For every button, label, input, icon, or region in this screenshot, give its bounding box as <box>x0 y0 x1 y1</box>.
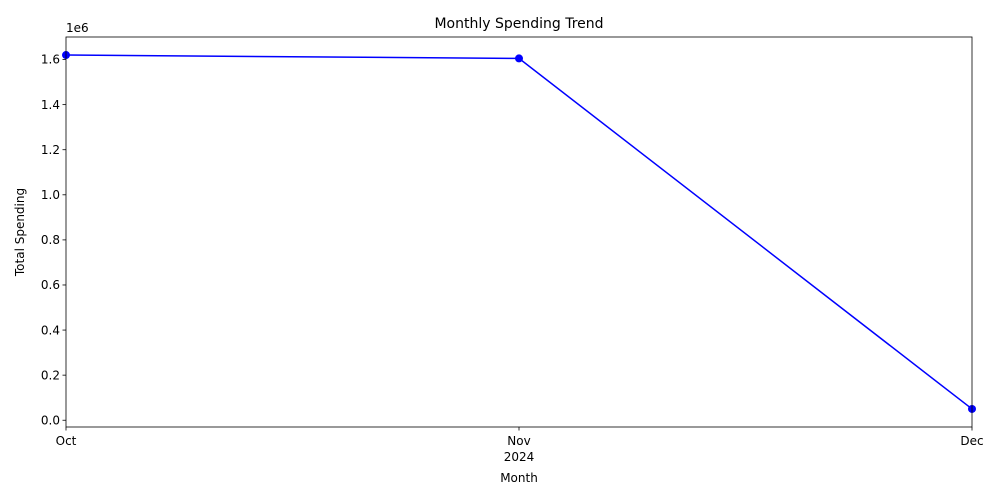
y-tick-label: 0.6 <box>41 278 60 292</box>
y-tick-label: 1.6 <box>41 53 60 67</box>
y-tick-label: 1.2 <box>41 143 60 157</box>
y-tick-label: 0.4 <box>41 323 60 337</box>
y-tick-label: 0.2 <box>41 368 60 382</box>
y-axis-ticks: 0.0 0.2 0.4 0.6 0.8 1.0 1.2 1.4 1.6 <box>41 53 66 427</box>
x-tick-label: Nov <box>507 434 530 448</box>
y-tick-label: 0.0 <box>41 413 60 427</box>
series-line <box>65 54 973 410</box>
x-year-label: 2024 <box>504 450 535 464</box>
data-point <box>515 54 523 63</box>
y-axis-label: Total Spending <box>13 188 27 277</box>
series-layer <box>62 51 976 413</box>
y-tick-label: 0.8 <box>41 233 60 247</box>
x-tick-label: Oct <box>56 434 77 448</box>
y-offset-text: 1e6 <box>66 21 89 35</box>
plot-frame <box>65 36 973 428</box>
chart-title: Monthly Spending Trend <box>434 16 603 32</box>
y-tick-label: 1.4 <box>41 98 60 112</box>
x-axis-label: Month <box>500 471 538 485</box>
y-tick-label: 1.0 <box>41 188 60 202</box>
x-tick-label: Dec <box>960 434 983 448</box>
x-axis-ticks: Oct Nov Dec <box>56 427 984 448</box>
